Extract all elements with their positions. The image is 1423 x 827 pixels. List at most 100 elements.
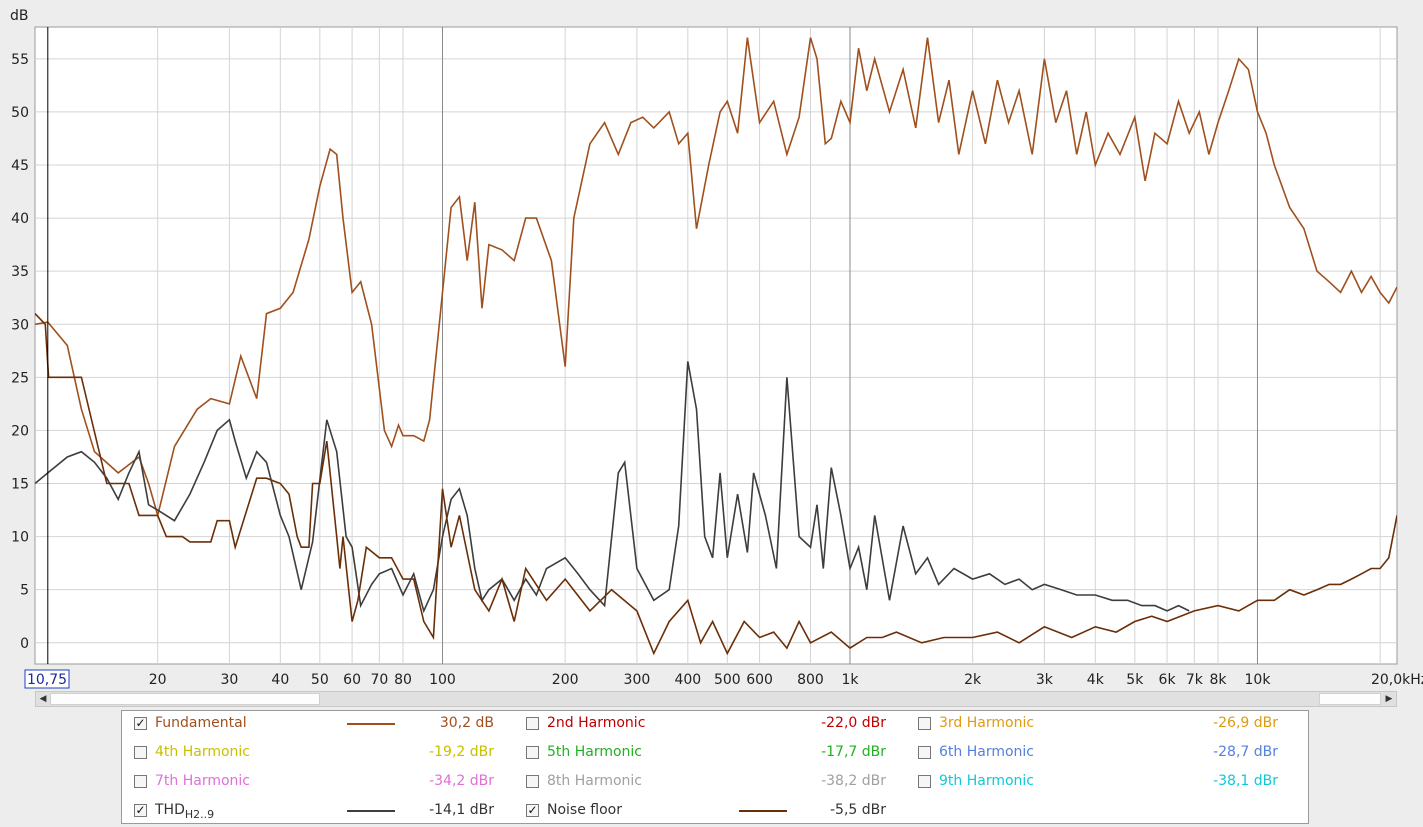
legend-value: -17,7 dBr xyxy=(821,744,886,760)
legend-item-7th-harmonic: 7th Harmonic -34,2 dBr xyxy=(134,769,514,798)
x-tick-label: 800 xyxy=(797,672,824,688)
legend-item-2nd-harmonic: 2nd Harmonic -22,0 dBr xyxy=(526,711,906,740)
legend-value: -22,0 dBr xyxy=(821,715,886,731)
series-line-fundamental xyxy=(35,37,1397,519)
legend-label: 8th Harmonic xyxy=(547,773,642,789)
y-tick-label: 20 xyxy=(11,423,29,439)
y-tick-label: 10 xyxy=(11,530,29,546)
legend-label-text: 4th Harmonic xyxy=(155,744,250,760)
legend-value: -14,1 dBr xyxy=(429,802,494,818)
y-tick-label: 50 xyxy=(11,105,29,121)
y-tick-label: 55 xyxy=(11,52,29,68)
legend-line-swatch xyxy=(347,723,395,725)
y-tick-label: 15 xyxy=(11,477,29,493)
x-tick-label: 4k xyxy=(1087,672,1105,688)
legend-panel: ✓ Fundamental 30,2 dB 2nd Harmonic -22,0 dBr… xyxy=(121,710,1309,824)
legend-label-text: Noise floor xyxy=(547,802,622,818)
x-tick-label: 100 xyxy=(429,672,456,688)
legend-label: 9th Harmonic xyxy=(939,773,1034,789)
legend-item-5th-harmonic: 5th Harmonic -17,7 dBr xyxy=(526,740,906,769)
legend-checkbox-thd[interactable]: ✓ xyxy=(134,803,147,817)
legend-value: -38,2 dBr xyxy=(821,773,886,789)
legend-value: 30,2 dB xyxy=(439,715,494,731)
legend-label: 4th Harmonic xyxy=(155,744,250,760)
legend-checkbox-5th-harmonic[interactable] xyxy=(526,746,539,759)
legend-checkbox-8th-harmonic[interactable] xyxy=(526,775,539,788)
legend-value: -38,1 dBr xyxy=(1213,773,1278,789)
legend-row: 4th Harmonic -19,2 dBr 5th Harmonic -17,7 d… xyxy=(122,740,1308,769)
legend-checkbox-9th-harmonic[interactable] xyxy=(918,775,931,788)
legend-checkbox-fundamental[interactable]: ✓ xyxy=(134,716,147,730)
legend-line-swatch xyxy=(347,810,395,812)
legend-label: 3rd Harmonic xyxy=(939,715,1034,731)
legend-label-text: 9th Harmonic xyxy=(939,773,1034,789)
legend-value: -28,7 dBr xyxy=(1213,744,1278,760)
legend-checkbox-2nd-harmonic[interactable] xyxy=(526,717,539,730)
legend-item-3rd-harmonic: 3rd Harmonic -26,9 dBr xyxy=(918,711,1298,740)
x-tick-label: 1k xyxy=(841,672,859,688)
legend-label: 5th Harmonic xyxy=(547,744,642,760)
legend-label-text: 7th Harmonic xyxy=(155,773,250,789)
scroll-right-arrow-icon[interactable]: ▶ xyxy=(1385,694,1393,704)
legend-row: ✓ THDH2..9 -14,1 dBr ✓ Noise floor -5,5 dBr xyxy=(122,798,1308,827)
x-tick-label: 2k xyxy=(964,672,982,688)
x-tick-label: 400 xyxy=(674,672,701,688)
grid xyxy=(35,27,1397,664)
legend-checkbox-noise-floor[interactable]: ✓ xyxy=(526,803,539,817)
legend-checkbox-6th-harmonic[interactable] xyxy=(918,746,931,759)
legend-label: Noise floor xyxy=(547,802,622,818)
legend-item-thd: ✓ THDH2..9 -14,1 dBr xyxy=(134,798,514,827)
legend-label-text: THD xyxy=(155,802,185,818)
legend-checkbox-4th-harmonic[interactable] xyxy=(134,746,147,759)
plot-background xyxy=(34,26,1398,665)
legend-label: 7th Harmonic xyxy=(155,773,250,789)
legend-item-8th-harmonic: 8th Harmonic -38,2 dBr xyxy=(526,769,906,798)
legend-item-9th-harmonic: 9th Harmonic -38,1 dBr xyxy=(918,769,1298,798)
legend-label-text: 2nd Harmonic xyxy=(547,715,646,731)
series-lines xyxy=(35,37,1397,656)
cursor-label: 10,75 xyxy=(27,672,67,688)
legend-checkbox-7th-harmonic[interactable] xyxy=(134,775,147,788)
y-tick-label: 35 xyxy=(11,264,29,280)
x-tick-label: 60 xyxy=(343,672,361,688)
x-tick-label: 300 xyxy=(624,672,651,688)
legend-label: 6th Harmonic xyxy=(939,744,1034,760)
y-tick-label: 40 xyxy=(11,211,29,227)
y-tick-label: 0 xyxy=(20,636,29,652)
legend-label-text: 3rd Harmonic xyxy=(939,715,1035,731)
x-tick-label: 8k xyxy=(1209,672,1227,688)
legend-checkbox-3rd-harmonic[interactable] xyxy=(918,717,931,730)
legend-row: 7th Harmonic -34,2 dBr 8th Harmonic -38,2 d… xyxy=(122,769,1308,798)
legend-label-text: 8th Harmonic xyxy=(547,773,642,789)
legend-label: 2nd Harmonic xyxy=(547,715,645,731)
x-tick-label: 20 xyxy=(149,672,167,688)
cursor-label-box xyxy=(24,669,70,689)
scroll-thumb-right[interactable] xyxy=(1319,693,1381,705)
x-tick-label: 40 xyxy=(271,672,289,688)
horizontal-scrollbar[interactable]: ◀ ▶ xyxy=(35,691,1397,707)
x-tick-label: 20,0kHz xyxy=(1371,672,1423,688)
x-tick-label: 3k xyxy=(1036,672,1054,688)
legend-item-fundamental: ✓ Fundamental 30,2 dB xyxy=(134,711,514,740)
x-tick-label: 500 xyxy=(714,672,741,688)
x-tick-label: 30 xyxy=(221,672,239,688)
y-axis-label: dB xyxy=(10,8,29,24)
legend-item-4th-harmonic: 4th Harmonic -19,2 dBr xyxy=(134,740,514,769)
x-tick-label: 7k xyxy=(1186,672,1204,688)
scroll-left-arrow-icon[interactable]: ◀ xyxy=(39,694,47,704)
legend-label-text: 5th Harmonic xyxy=(547,744,642,760)
x-tick-label: 200 xyxy=(552,672,579,688)
y-tick-label: 45 xyxy=(11,158,29,174)
y-tick-labels: 0 5 10 15 20 25 30 35 40 45 50 55 xyxy=(11,52,29,652)
x-tick-label: 80 xyxy=(394,672,412,688)
legend-value: -5,5 dBr xyxy=(829,802,886,818)
y-tick-label: 30 xyxy=(11,317,29,333)
x-tick-label: 5k xyxy=(1126,672,1144,688)
scroll-thumb[interactable] xyxy=(50,693,320,705)
series-line-thd xyxy=(35,361,1190,614)
y-tick-label: 25 xyxy=(11,370,29,386)
legend-value: -34,2 dBr xyxy=(429,773,494,789)
distortion-chart: dB 0 5 10 15 20 25 30 35 40 45 50 55 20 30 40 50 60 70 80… xyxy=(10,8,1423,689)
legend-label: Fundamental xyxy=(155,715,247,731)
legend-row: ✓ Fundamental 30,2 dB 2nd Harmonic -22,0 dBr… xyxy=(122,711,1308,740)
